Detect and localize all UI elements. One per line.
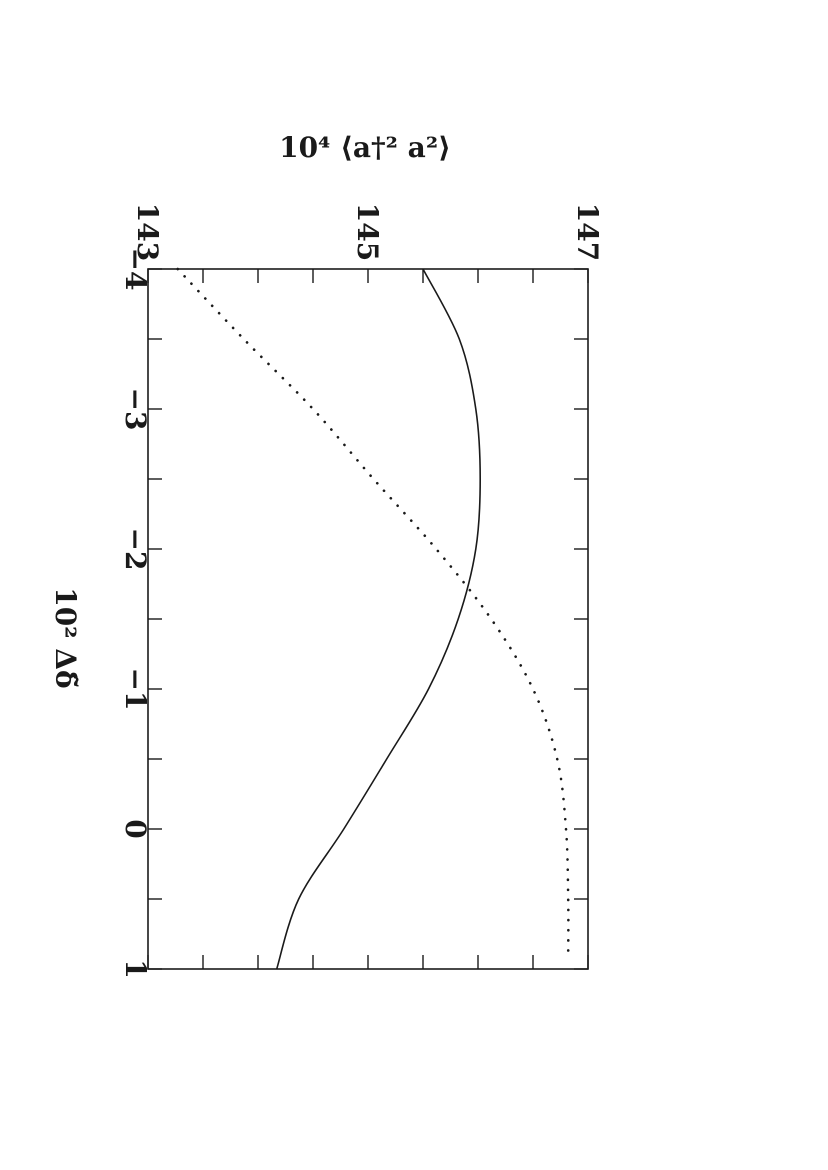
y-tick-label: 143 [131,203,164,261]
axes [147,268,589,970]
y-axis-label: 10⁴ ⟨a†² a²⟩ [279,131,451,164]
plot-frame [147,268,589,970]
chart-marks [176,267,570,970]
y-tick-label: 145 [351,203,384,261]
series-dotted-line [176,267,570,957]
x-tick-label: 1 [119,959,152,978]
series-solid-line [275,268,482,970]
chart-labels: −4 −3 −2 −1 0 1 143 145 147 10⁴ ⟨a†² a²⟩ 10² Δδ̃ [49,131,604,979]
x-tick-label: 0 [119,819,152,838]
x-tick-label: −1 [119,668,152,711]
x-tick-label: −3 [119,388,152,431]
x-axis-label: 10² Δδ̃ [49,587,82,688]
x-tick-label: −4 [119,248,152,291]
x-tick-label: −2 [119,528,152,571]
y-tick-label: 147 [571,203,604,261]
